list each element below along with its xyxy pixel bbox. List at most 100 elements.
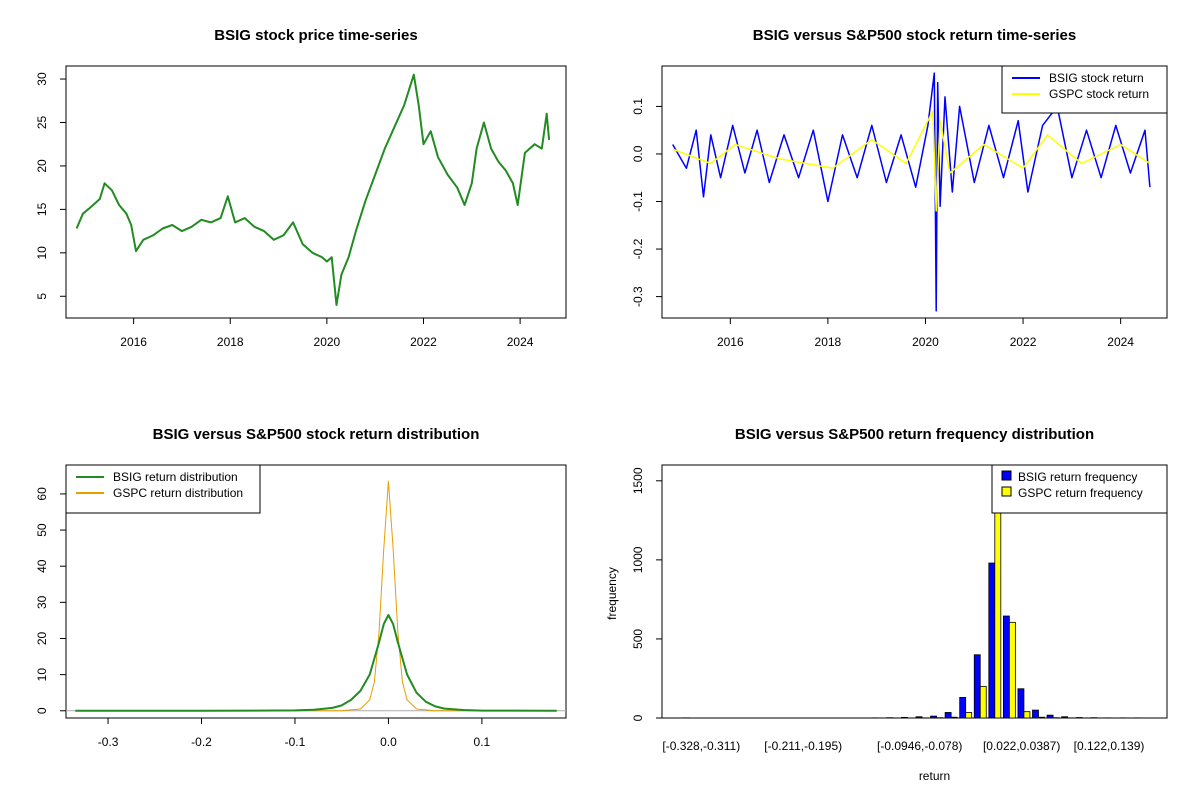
- returns-legend-box: [1001, 65, 1168, 114]
- x-category-label: [-0.211,-0.195): [764, 739, 842, 753]
- bsig-hist-bar: [988, 562, 996, 718]
- y-tick-label: 10: [35, 668, 49, 682]
- histogram-legend-swatch: [1001, 470, 1012, 481]
- y-tick-label: 40: [35, 559, 49, 573]
- bsig-hist-bar: [1017, 688, 1025, 718]
- y-tick-label: 5: [35, 293, 49, 300]
- gspc-hist-bar: [965, 712, 973, 718]
- histogram-legend-box: [991, 464, 1168, 514]
- gspc-hist-bar: [1067, 717, 1075, 718]
- x-tick-label: 2024: [1107, 335, 1134, 349]
- density-legend-box: [65, 464, 261, 514]
- y-tick-label: 1500: [631, 467, 645, 494]
- bsig-density-line: [75, 614, 557, 712]
- bsig-hist-bar: [973, 654, 981, 718]
- x-tick-label: 2020: [912, 335, 939, 349]
- y-axis-label: frequency: [605, 567, 619, 620]
- x-tick-label: 2016: [717, 335, 744, 349]
- x-tick-label: 2018: [815, 335, 842, 349]
- gspc-hist-bar: [921, 717, 929, 718]
- bsig-hist-bar: [1002, 615, 1010, 718]
- bsig-hist-bar: [959, 697, 967, 718]
- returns-legend-label: BSIG stock return: [1049, 71, 1144, 85]
- bsig-hist-bar: [930, 715, 937, 718]
- gspc-hist-bar: [1038, 716, 1045, 718]
- price-series-line: [75, 73, 551, 306]
- histogram-legend-label: GSPC return frequency: [1018, 486, 1143, 500]
- chart-title: BSIG versus S&P500 stock return time-ser…: [753, 27, 1076, 44]
- y-tick-label: 30: [35, 72, 49, 86]
- x-axis-label: return: [919, 769, 950, 783]
- y-tick-label: 20: [35, 159, 49, 173]
- returns-legend-label: GSPC stock return: [1049, 87, 1149, 101]
- bsig-hist-bar: [1061, 716, 1069, 718]
- bsig-hist-bar: [1090, 717, 1098, 718]
- x-category-label: [-0.0946,-0.078): [877, 739, 962, 753]
- x-tick-label: -0.1: [285, 735, 306, 749]
- histogram-legend-swatch: [1001, 486, 1012, 497]
- y-tick-label: 0.0: [631, 145, 645, 162]
- bsig-hist-bar: [944, 712, 952, 718]
- x-tick-label: 0.0: [380, 735, 397, 749]
- gspc-hist-bar: [1008, 621, 1016, 718]
- histogram-legend-label: BSIG return frequency: [1018, 470, 1137, 484]
- bsig-hist-bar: [915, 716, 923, 718]
- bsig-hist-bar: [1104, 717, 1112, 718]
- x-category-label: [0.022,0.0387): [983, 739, 1060, 753]
- panel-density: BSIG versus S&P500 stock return distribu…: [35, 426, 567, 749]
- y-tick-label: 0: [35, 707, 49, 714]
- chart-title: BSIG versus S&P500 return frequency dist…: [735, 426, 1094, 443]
- y-tick-label: 10: [35, 246, 49, 260]
- plot-frame: [661, 464, 1168, 719]
- x-tick-label: 2022: [410, 335, 437, 349]
- plot-frame: [65, 65, 567, 319]
- bsig-hist-bar: [682, 717, 690, 718]
- plot-frame: [65, 464, 567, 719]
- y-tick-label: 50: [35, 523, 49, 537]
- gspc-hist-bar: [979, 685, 987, 718]
- density-legend-label: BSIG return distribution: [113, 470, 238, 484]
- x-tick-label: 2024: [507, 335, 534, 349]
- chart-title: BSIG stock price time-series: [214, 27, 417, 44]
- x-category-label: [0.122,0.139): [1074, 739, 1145, 753]
- y-tick-label: 0.1: [631, 98, 645, 115]
- bsig-hist-bar: [1046, 714, 1054, 718]
- plot-frame: [661, 65, 1168, 319]
- bsig-hist-bar: [871, 717, 879, 718]
- x-tick-label: 2018: [217, 335, 244, 349]
- gspc-hist-bar: [994, 465, 1002, 718]
- y-tick-label: 1000: [631, 546, 645, 573]
- bsig-hist-bar: [886, 717, 894, 718]
- y-tick-label: 15: [35, 202, 49, 216]
- bsig-hist-bar: [1032, 709, 1039, 718]
- y-tick-label: 0: [631, 714, 645, 721]
- bsig-return-line: [672, 72, 1151, 312]
- y-tick-label: 30: [35, 595, 49, 609]
- gspc-density-line: [257, 480, 482, 712]
- panel-histogram: BSIG versus S&P500 return frequency dist…: [605, 426, 1168, 783]
- gspc-hist-bar: [950, 716, 958, 718]
- x-tick-label: -0.2: [191, 735, 212, 749]
- gspc-hist-bar: [1023, 711, 1031, 718]
- bsig-hist-bar: [1134, 717, 1141, 718]
- y-tick-label: 60: [35, 487, 49, 501]
- y-tick-label: 20: [35, 631, 49, 645]
- x-tick-label: 2022: [1010, 335, 1037, 349]
- x-tick-label: 2016: [120, 335, 147, 349]
- gspc-hist-bar: [1052, 717, 1060, 718]
- density-legend-label: GSPC return distribution: [113, 486, 243, 500]
- y-tick-label: -0.2: [631, 238, 645, 259]
- x-tick-label: 2020: [314, 335, 341, 349]
- y-tick-label: 500: [631, 629, 645, 649]
- chart-title: BSIG versus S&P500 stock return distribu…: [153, 426, 480, 443]
- gspc-hist-bar: [936, 717, 943, 718]
- panel-returns: BSIG versus S&P500 stock return time-ser…: [631, 27, 1168, 349]
- x-tick-label: -0.3: [98, 735, 119, 749]
- y-tick-label: -0.3: [631, 286, 645, 307]
- histogram-bars: [682, 465, 1147, 718]
- y-tick-label: 25: [35, 115, 49, 129]
- y-tick-label: -0.1: [631, 191, 645, 212]
- x-tick-label: 0.1: [474, 735, 491, 749]
